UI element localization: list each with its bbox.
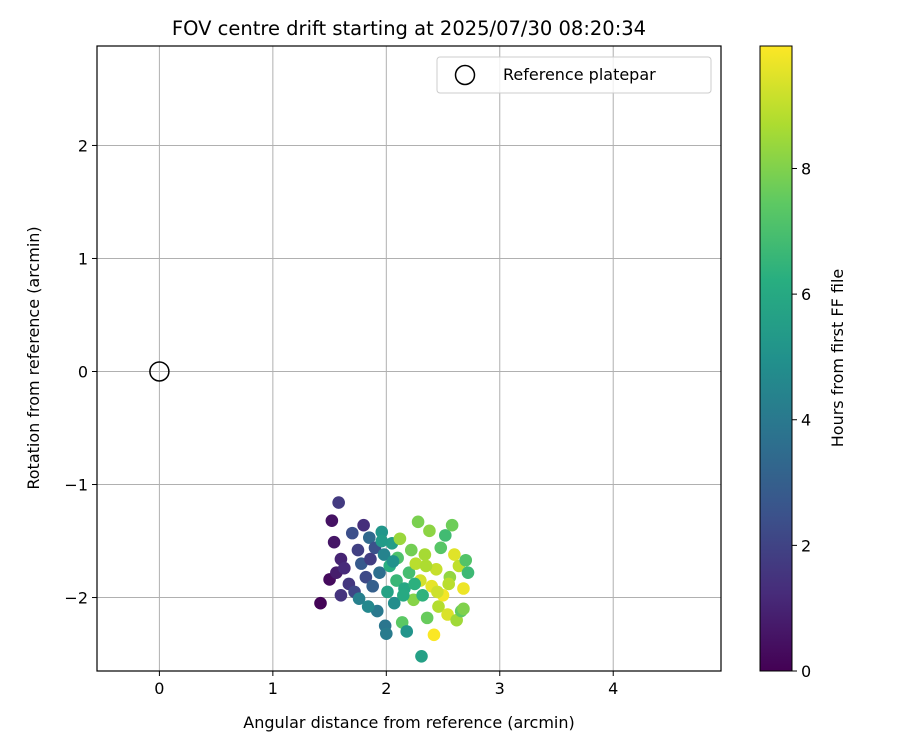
- colorbar-tick-label: 8: [801, 159, 811, 178]
- data-point: [387, 596, 401, 610]
- data-point: [432, 600, 445, 613]
- data-point: [362, 531, 376, 544]
- data-point: [431, 585, 444, 599]
- data-point: [429, 562, 443, 576]
- data-point: [377, 548, 391, 561]
- x-tick-label: 0: [154, 679, 164, 698]
- data-point: [434, 541, 448, 555]
- data-point: [400, 625, 414, 638]
- data-point: [420, 611, 434, 625]
- data-points: [314, 496, 475, 663]
- data-point: [381, 585, 394, 599]
- data-point: [375, 534, 389, 548]
- data-point: [442, 577, 456, 591]
- x-tick-label: 2: [381, 679, 391, 698]
- y-tick-label: −2: [64, 589, 88, 608]
- data-point: [334, 588, 348, 602]
- x-tick-label: 1: [268, 679, 278, 698]
- data-point: [448, 548, 461, 561]
- x-tick-label: 3: [495, 679, 505, 698]
- data-point: [427, 628, 441, 642]
- data-point: [459, 553, 473, 567]
- data-point: [411, 515, 425, 529]
- data-point: [408, 577, 421, 591]
- data-point: [445, 518, 459, 532]
- legend-marker-icon: [454, 64, 476, 86]
- data-point: [416, 588, 429, 602]
- legend-box: [436, 56, 712, 94]
- legend: Reference platepar: [436, 56, 712, 94]
- y-axis-ticks: −2 −1 0 1 2: [64, 136, 97, 608]
- colorbar-tick-label: 2: [801, 536, 811, 555]
- data-point: [380, 627, 393, 641]
- plot-frame: [96, 45, 722, 672]
- data-point: [457, 582, 470, 595]
- data-point: [402, 566, 416, 579]
- data-point: [461, 566, 475, 579]
- y-tick-label: 2: [78, 136, 88, 155]
- legend-label: Reference platepar: [503, 65, 656, 84]
- data-point: [345, 526, 359, 540]
- data-point: [457, 602, 470, 616]
- data-point: [397, 588, 410, 602]
- data-point: [359, 570, 373, 584]
- data-point: [366, 579, 379, 593]
- data-point: [415, 650, 428, 663]
- data-point: [338, 561, 351, 575]
- data-point: [327, 535, 341, 549]
- data-point: [409, 557, 423, 570]
- colorbar-tick-label: 6: [801, 285, 811, 304]
- data-point: [361, 600, 375, 613]
- x-tick-label: 4: [608, 679, 618, 698]
- data-point: [351, 543, 365, 557]
- data-point: [325, 514, 339, 527]
- x-axis-ticks: 0 1 2 3 4: [154, 671, 618, 698]
- colorbar-tick-label: 4: [801, 411, 811, 430]
- data-point: [441, 608, 454, 621]
- y-tick-label: −1: [64, 476, 88, 495]
- colorbar-label: Hours from first FF file: [828, 269, 847, 448]
- data-point: [404, 543, 418, 557]
- colorbar-gradient: [759, 45, 793, 672]
- y-tick-label: 0: [78, 362, 88, 381]
- colorbar-tick-label: 0: [801, 662, 811, 681]
- data-point: [352, 592, 366, 605]
- data-point: [419, 559, 433, 573]
- x-axis-label: Angular distance from reference (arcmin): [243, 713, 574, 732]
- data-point: [418, 548, 432, 561]
- data-point: [423, 524, 436, 538]
- data-point: [373, 566, 386, 579]
- data-point: [332, 496, 345, 509]
- colorbar: 0 2 4 6 8 Hours from first FF file: [759, 45, 847, 681]
- data-point: [314, 596, 327, 610]
- data-point: [364, 552, 377, 566]
- data-point: [439, 529, 452, 542]
- data-point: [357, 518, 370, 532]
- y-axis-label: Rotation from reference (arcmin): [24, 226, 43, 489]
- data-point: [390, 574, 403, 587]
- data-point: [393, 532, 407, 546]
- colorbar-ticks: 0 2 4 6 8: [792, 159, 811, 681]
- data-point: [386, 555, 400, 568]
- data-point: [375, 525, 389, 539]
- reference-platepar-marker: [149, 361, 170, 382]
- chart-title: FOV centre drift starting at 2025/07/30 …: [172, 17, 646, 40]
- y-tick-label: 1: [78, 249, 88, 268]
